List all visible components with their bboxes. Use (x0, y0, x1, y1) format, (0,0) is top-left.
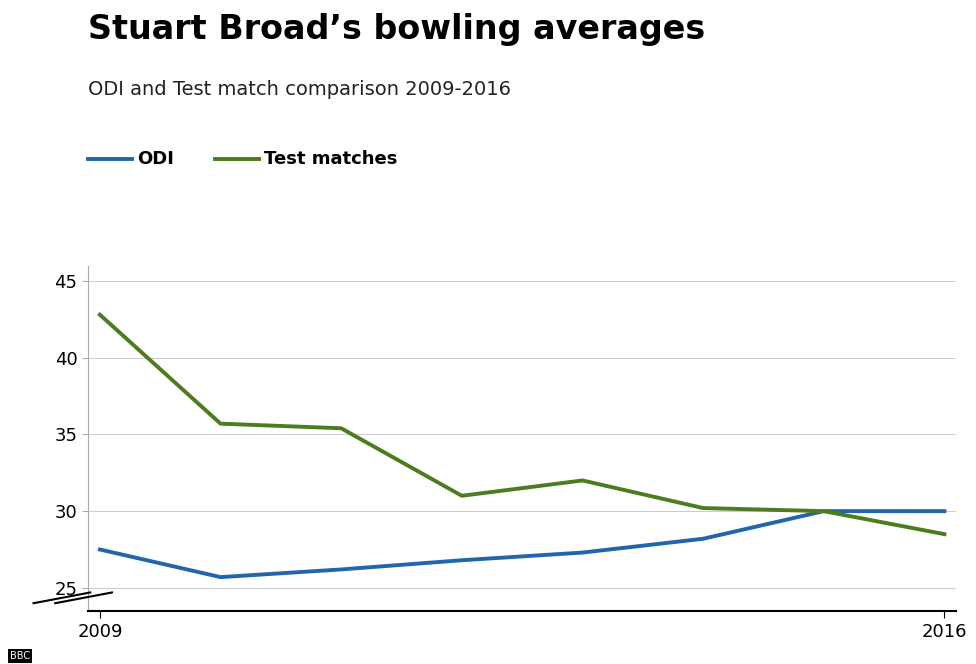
Text: ODI and Test match comparison 2009-2016: ODI and Test match comparison 2009-2016 (88, 80, 510, 99)
Text: BBC: BBC (10, 651, 30, 661)
Text: ODI: ODI (137, 150, 174, 169)
Text: Stuart Broad’s bowling averages: Stuart Broad’s bowling averages (88, 13, 705, 46)
Text: Test matches: Test matches (264, 150, 397, 169)
